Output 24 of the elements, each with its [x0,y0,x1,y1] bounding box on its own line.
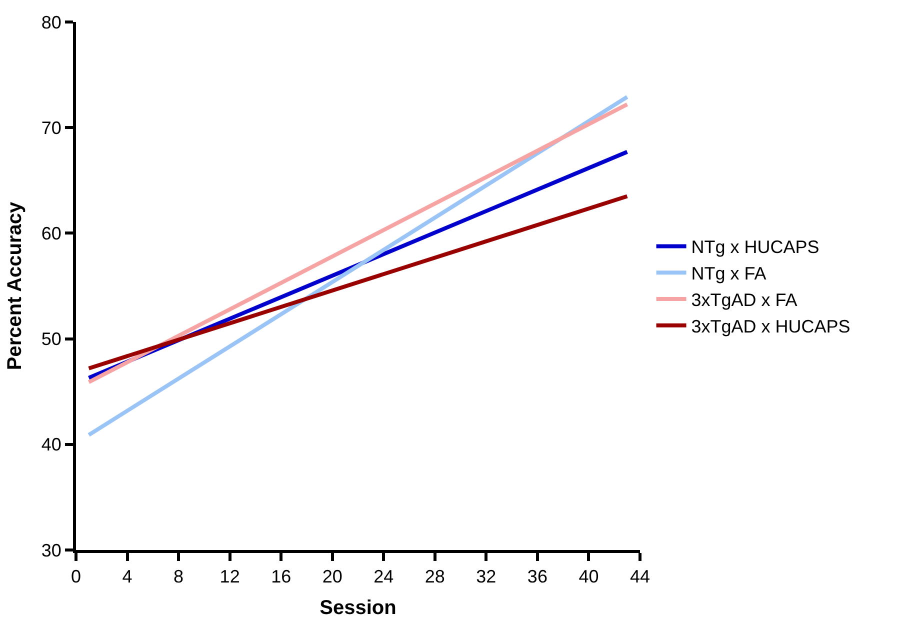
x-tick-label: 12 [220,566,240,587]
x-tick-label: 40 [578,566,599,587]
x-tick-label: 32 [476,566,496,587]
x-tick-label: 8 [174,566,184,587]
x-axis-title: Session [320,597,396,620]
x-tick-label: 16 [271,566,292,587]
y-tick-label: 80 [41,12,62,32]
y-axis-title: Percent Accuracy [4,201,26,370]
x-tick-label: 24 [374,566,394,587]
y-tick-label: 50 [41,329,62,350]
x-tick-label: 36 [527,566,548,587]
y-tick-label: 60 [41,224,62,244]
legend-label: 3xTgAD x HUCAPS [691,316,850,336]
x-tick-label: 0 [70,566,82,587]
x-tick-label: 28 [424,566,445,587]
legend-label: NTg x FA [691,264,766,284]
x-tick-label: 44 [630,566,650,587]
y-tick-label: 30 [41,540,62,560]
x-tick-label: 20 [322,566,342,587]
y-tick-label: 70 [41,118,62,138]
y-tick-label: 40 [41,434,62,455]
legend-label: NTg x HUCAPS [691,237,820,258]
legend-label: 3xTgAD x FA [691,290,798,310]
x-tick-label: 4 [122,566,132,587]
